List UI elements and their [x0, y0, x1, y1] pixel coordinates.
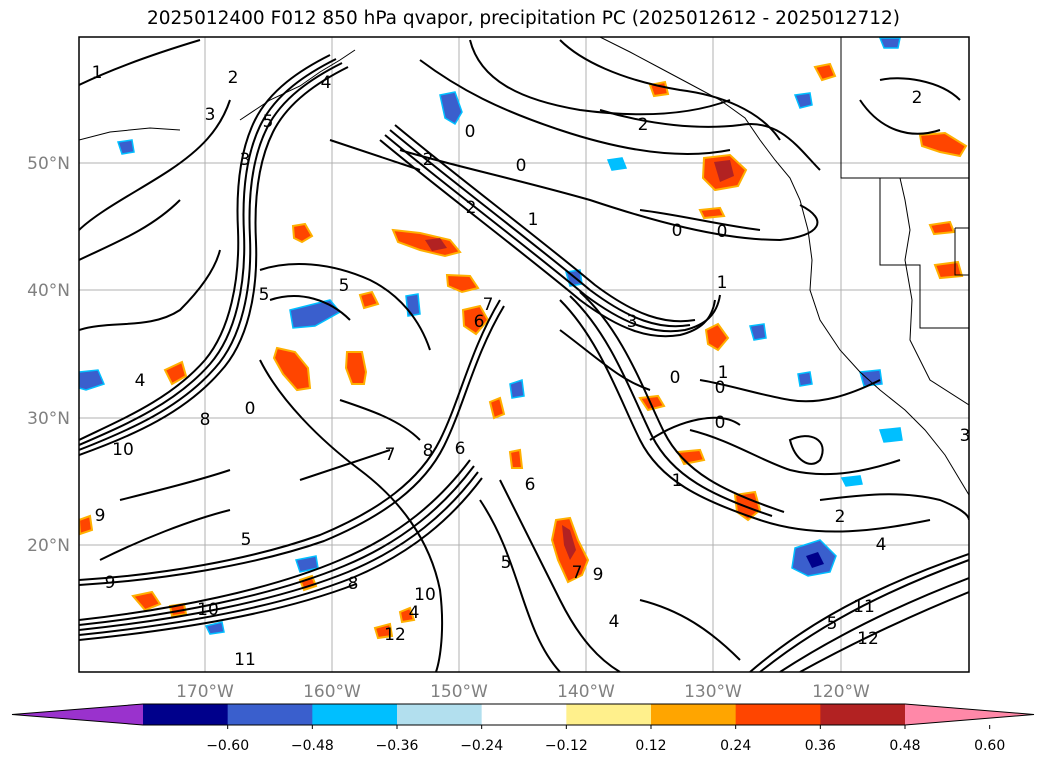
lon-axis-labels: 170°W 160°W 150°W 140°W 130°W 120°W	[176, 682, 870, 702]
contour-label: 1	[718, 363, 729, 383]
contour-label: 6	[474, 312, 485, 332]
contour-label: 5	[263, 112, 274, 132]
colorbar-extend-min	[12, 704, 143, 725]
colorbar-tick-label: −0.48	[291, 738, 334, 754]
contour-label: 5	[501, 553, 512, 573]
chart-title: 2025012400 F012 850 hPa qvapor, precipit…	[147, 8, 900, 29]
contour-label: 5	[241, 530, 252, 550]
contour-label: 12	[384, 625, 406, 645]
contour-label: 11	[234, 650, 256, 670]
colorbar-segment	[143, 704, 229, 725]
colorbar-segment	[820, 704, 906, 725]
contour-label: 3	[960, 426, 971, 446]
contour-label: 2	[466, 198, 477, 218]
contour-label: 8	[200, 410, 211, 430]
contour-label: 7	[572, 563, 583, 583]
colorbar-ticks: −0.60 −0.48 −0.36 −0.24 −0.12 0.12 0.24 0.36 0.4…	[206, 725, 1005, 754]
colorbar	[11, 703, 1035, 726]
colorbar-tick-label: −0.36	[376, 738, 419, 754]
contour-label: 2	[912, 88, 923, 108]
lat-label: 50°N	[27, 154, 70, 174]
contour-label: 0	[715, 413, 726, 433]
contour-label: 3	[205, 105, 216, 125]
lon-label: 150°W	[430, 682, 488, 702]
colorbar-segment	[312, 704, 398, 725]
contour-label: 1	[672, 471, 683, 491]
contour-label: 4	[876, 535, 887, 555]
contour-label: 1	[528, 210, 539, 230]
contour-label: 9	[593, 565, 604, 585]
contour-label: 6	[455, 439, 466, 459]
colorbar-segment	[481, 704, 567, 725]
contour-label: 0	[245, 399, 256, 419]
contour-label: 9	[105, 573, 116, 593]
lon-label: 160°W	[303, 682, 361, 702]
contour-label: 4	[321, 73, 332, 93]
colorbar-tick-label: 0.12	[635, 738, 666, 754]
contour-label: 2	[423, 150, 434, 170]
contour-label: 3	[627, 312, 638, 332]
colorbar-tick-label: 0.60	[974, 738, 1005, 754]
contour-label: 2	[835, 507, 846, 527]
contour-label: 0	[465, 122, 476, 142]
map-frame	[78, 36, 970, 673]
colorbar-tick-label: 0.48	[889, 738, 920, 754]
contour-label: 5	[827, 614, 838, 634]
contour-label: 10	[197, 600, 219, 620]
contour-label: 2	[638, 115, 649, 135]
contour-label: 0	[516, 156, 527, 176]
lon-label: 130°W	[684, 682, 742, 702]
contour-label: 0	[715, 378, 726, 398]
contour-label: 3	[240, 150, 251, 170]
contour-label: 4	[409, 603, 420, 623]
colorbar-tick-label: −0.24	[460, 738, 503, 754]
colorbar-tick-label: 0.36	[805, 738, 836, 754]
contour-label: 1	[92, 63, 103, 83]
contour-label: 10	[112, 440, 134, 460]
colorbar-segment	[651, 704, 737, 725]
lon-label: 140°W	[557, 682, 615, 702]
colorbar-extend-max	[905, 704, 1034, 725]
contour-label: 2	[228, 68, 239, 88]
lat-label: 20°N	[27, 536, 70, 556]
contour-label: 5	[259, 285, 270, 305]
contour-label: 1	[717, 273, 728, 293]
contour-label: 8	[423, 441, 434, 461]
colorbar-tick-label: −0.12	[545, 738, 588, 754]
lon-label: 170°W	[176, 682, 234, 702]
colorbar-segment	[227, 704, 313, 725]
contour-label: 4	[609, 612, 620, 632]
contour-label: 0	[672, 221, 683, 241]
contour-label: 5	[339, 276, 350, 296]
colorbar-segment	[566, 704, 652, 725]
contour-label: 8	[348, 574, 359, 594]
colorbar-segment	[735, 704, 821, 725]
contour-label: 7	[483, 295, 494, 315]
colorbar-segment	[397, 704, 483, 725]
contour-label: 12	[857, 629, 879, 649]
contour-label: 7	[385, 445, 396, 465]
contour-label: 4	[135, 371, 146, 391]
contour-label: 6	[525, 475, 536, 495]
lon-label: 120°W	[812, 682, 870, 702]
lat-label: 30°N	[27, 409, 70, 429]
qvapor-contours	[79, 39, 969, 672]
lat-label: 40°N	[27, 281, 70, 301]
colorbar-tick-label: −0.60	[206, 738, 249, 754]
contour-label: 9	[95, 506, 106, 526]
contour-label: 0	[670, 368, 681, 388]
colorbar-tick-label: 0.24	[720, 738, 751, 754]
lat-axis-labels: 50°N 40°N 30°N 20°N	[27, 154, 70, 556]
contour-label: 0	[717, 222, 728, 242]
contour-label: 11	[853, 597, 875, 617]
contour-label: 10	[414, 585, 436, 605]
